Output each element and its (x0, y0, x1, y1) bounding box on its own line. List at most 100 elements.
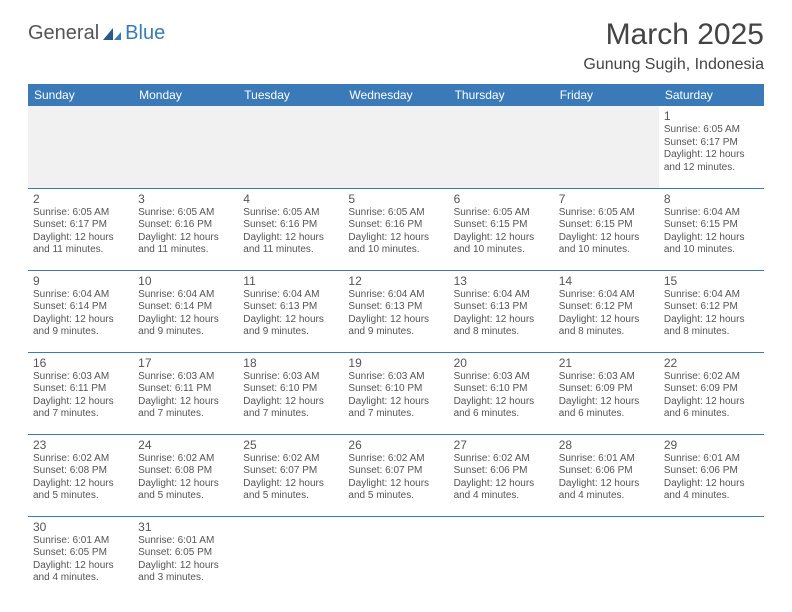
day-info: Sunrise: 6:03 AMSunset: 6:10 PMDaylight:… (243, 371, 338, 421)
day-info: Sunrise: 6:01 AMSunset: 6:05 PMDaylight:… (33, 535, 128, 585)
day-info: Sunrise: 6:05 AMSunset: 6:15 PMDaylight:… (454, 207, 549, 257)
day-info: Sunrise: 6:04 AMSunset: 6:15 PMDaylight:… (664, 207, 759, 257)
calendar-cell (238, 106, 343, 188)
day-number: 21 (559, 356, 654, 370)
calendar-cell (659, 516, 764, 598)
day-info: Sunrise: 6:01 AMSunset: 6:06 PMDaylight:… (664, 453, 759, 503)
day-info: Sunrise: 6:02 AMSunset: 6:06 PMDaylight:… (454, 453, 549, 503)
day-number: 1 (664, 109, 759, 123)
day-info: Sunrise: 6:03 AMSunset: 6:10 PMDaylight:… (348, 371, 443, 421)
calendar-cell: 21Sunrise: 6:03 AMSunset: 6:09 PMDayligh… (554, 352, 659, 434)
calendar-row: 30Sunrise: 6:01 AMSunset: 6:05 PMDayligh… (28, 516, 764, 598)
day-number: 9 (33, 274, 128, 288)
weekday-header: Tuesday (238, 84, 343, 106)
calendar-cell: 13Sunrise: 6:04 AMSunset: 6:13 PMDayligh… (449, 270, 554, 352)
calendar-row: 9Sunrise: 6:04 AMSunset: 6:14 PMDaylight… (28, 270, 764, 352)
calendar-cell: 8Sunrise: 6:04 AMSunset: 6:15 PMDaylight… (659, 188, 764, 270)
day-number: 6 (454, 192, 549, 206)
calendar-cell: 25Sunrise: 6:02 AMSunset: 6:07 PMDayligh… (238, 434, 343, 516)
day-info: Sunrise: 6:01 AMSunset: 6:05 PMDaylight:… (138, 535, 233, 585)
calendar-cell: 24Sunrise: 6:02 AMSunset: 6:08 PMDayligh… (133, 434, 238, 516)
month-title: March 2025 (583, 18, 764, 52)
calendar-cell: 23Sunrise: 6:02 AMSunset: 6:08 PMDayligh… (28, 434, 133, 516)
calendar-cell: 12Sunrise: 6:04 AMSunset: 6:13 PMDayligh… (343, 270, 448, 352)
calendar-cell (343, 106, 448, 188)
day-number: 11 (243, 274, 338, 288)
day-info: Sunrise: 6:03 AMSunset: 6:11 PMDaylight:… (33, 371, 128, 421)
day-info: Sunrise: 6:04 AMSunset: 6:14 PMDaylight:… (33, 289, 128, 339)
day-info: Sunrise: 6:02 AMSunset: 6:07 PMDaylight:… (348, 453, 443, 503)
calendar-row: 1Sunrise: 6:05 AMSunset: 6:17 PMDaylight… (28, 106, 764, 188)
calendar-cell: 10Sunrise: 6:04 AMSunset: 6:14 PMDayligh… (133, 270, 238, 352)
day-number: 5 (348, 192, 443, 206)
day-info: Sunrise: 6:05 AMSunset: 6:16 PMDaylight:… (138, 207, 233, 257)
calendar-cell (28, 106, 133, 188)
calendar-cell: 11Sunrise: 6:04 AMSunset: 6:13 PMDayligh… (238, 270, 343, 352)
day-info: Sunrise: 6:05 AMSunset: 6:15 PMDaylight:… (559, 207, 654, 257)
day-number: 19 (348, 356, 443, 370)
day-info: Sunrise: 6:02 AMSunset: 6:08 PMDaylight:… (138, 453, 233, 503)
day-number: 18 (243, 356, 338, 370)
calendar-cell: 9Sunrise: 6:04 AMSunset: 6:14 PMDaylight… (28, 270, 133, 352)
calendar-table: Sunday Monday Tuesday Wednesday Thursday… (28, 84, 764, 598)
calendar-cell (449, 516, 554, 598)
weekday-header: Wednesday (343, 84, 448, 106)
day-info: Sunrise: 6:04 AMSunset: 6:13 PMDaylight:… (243, 289, 338, 339)
calendar-cell: 14Sunrise: 6:04 AMSunset: 6:12 PMDayligh… (554, 270, 659, 352)
day-number: 24 (138, 438, 233, 452)
day-number: 12 (348, 274, 443, 288)
calendar-cell (133, 106, 238, 188)
calendar-cell: 27Sunrise: 6:02 AMSunset: 6:06 PMDayligh… (449, 434, 554, 516)
logo: General Blue (28, 18, 165, 45)
header: General Blue March 2025 Gunung Sugih, In… (28, 18, 764, 74)
calendar-cell: 16Sunrise: 6:03 AMSunset: 6:11 PMDayligh… (28, 352, 133, 434)
day-info: Sunrise: 6:05 AMSunset: 6:17 PMDaylight:… (33, 207, 128, 257)
calendar-cell: 7Sunrise: 6:05 AMSunset: 6:15 PMDaylight… (554, 188, 659, 270)
calendar-cell: 6Sunrise: 6:05 AMSunset: 6:15 PMDaylight… (449, 188, 554, 270)
day-number: 30 (33, 520, 128, 534)
calendar-cell: 4Sunrise: 6:05 AMSunset: 6:16 PMDaylight… (238, 188, 343, 270)
day-info: Sunrise: 6:04 AMSunset: 6:13 PMDaylight:… (348, 289, 443, 339)
calendar-cell: 20Sunrise: 6:03 AMSunset: 6:10 PMDayligh… (449, 352, 554, 434)
calendar-cell: 29Sunrise: 6:01 AMSunset: 6:06 PMDayligh… (659, 434, 764, 516)
day-info: Sunrise: 6:02 AMSunset: 6:09 PMDaylight:… (664, 371, 759, 421)
day-info: Sunrise: 6:02 AMSunset: 6:08 PMDaylight:… (33, 453, 128, 503)
logo-sail-icon (101, 26, 123, 42)
weekday-header-row: Sunday Monday Tuesday Wednesday Thursday… (28, 84, 764, 106)
day-info: Sunrise: 6:04 AMSunset: 6:12 PMDaylight:… (664, 289, 759, 339)
calendar-cell: 3Sunrise: 6:05 AMSunset: 6:16 PMDaylight… (133, 188, 238, 270)
day-info: Sunrise: 6:03 AMSunset: 6:09 PMDaylight:… (559, 371, 654, 421)
day-info: Sunrise: 6:02 AMSunset: 6:07 PMDaylight:… (243, 453, 338, 503)
day-number: 3 (138, 192, 233, 206)
day-number: 22 (664, 356, 759, 370)
weekday-header: Monday (133, 84, 238, 106)
day-info: Sunrise: 6:04 AMSunset: 6:12 PMDaylight:… (559, 289, 654, 339)
weekday-header: Thursday (449, 84, 554, 106)
weekday-header: Friday (554, 84, 659, 106)
calendar-cell (343, 516, 448, 598)
day-number: 26 (348, 438, 443, 452)
calendar-body: 1 Sunrise: 6:05 AMSunset: 6:17 PMDaylight… (28, 106, 764, 598)
day-number: 28 (559, 438, 654, 452)
day-number: 29 (664, 438, 759, 452)
day-number: 13 (454, 274, 549, 288)
calendar-cell: 2Sunrise: 6:05 AMSunset: 6:17 PMDaylight… (28, 188, 133, 270)
calendar-cell: 1Sunrise: 6:05 AMSunset: 6:17 PMDaylight… (659, 106, 764, 188)
day-number: 16 (33, 356, 128, 370)
day-number: 15 (664, 274, 759, 288)
day-info: Sunrise: 6:05 AMSunset: 6:16 PMDaylight:… (348, 207, 443, 257)
day-number: 10 (138, 274, 233, 288)
day-number: 25 (243, 438, 338, 452)
day-info: Sunrise: 6:04 AMSunset: 6:14 PMDaylight:… (138, 289, 233, 339)
calendar-row: 2Sunrise: 6:05 AMSunset: 6:17 PMDaylight… (28, 188, 764, 270)
day-info: Sunrise: 6:05 AMSunset: 6:16 PMDaylight:… (243, 207, 338, 257)
calendar-row: 23Sunrise: 6:02 AMSunset: 6:08 PMDayligh… (28, 434, 764, 516)
day-info: Sunrise: 6:03 AMSunset: 6:10 PMDaylight:… (454, 371, 549, 421)
day-number: 7 (559, 192, 654, 206)
calendar-cell: 28Sunrise: 6:01 AMSunset: 6:06 PMDayligh… (554, 434, 659, 516)
calendar-cell: 30Sunrise: 6:01 AMSunset: 6:05 PMDayligh… (28, 516, 133, 598)
weekday-header: Saturday (659, 84, 764, 106)
day-number: 23 (33, 438, 128, 452)
day-info: Sunrise: 6:01 AMSunset: 6:06 PMDaylight:… (559, 453, 654, 503)
calendar-cell (238, 516, 343, 598)
